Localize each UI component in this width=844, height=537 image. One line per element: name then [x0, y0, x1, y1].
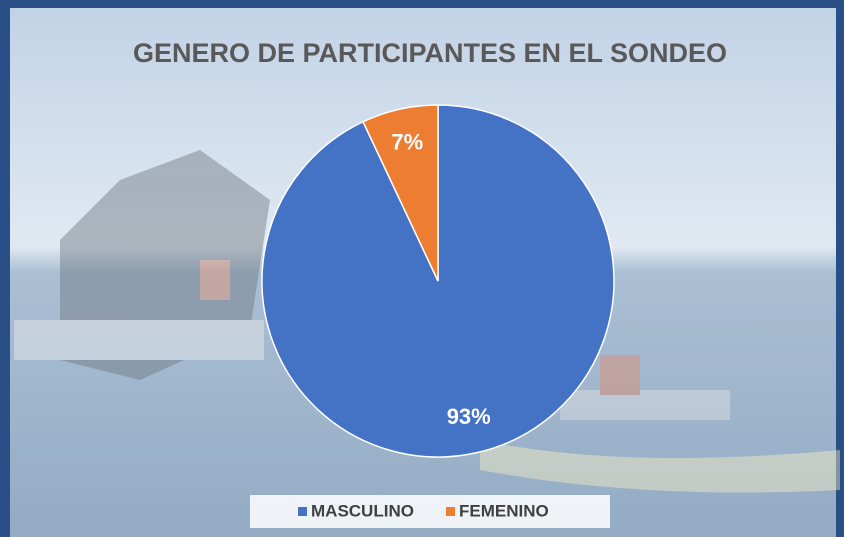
chart-title: GENERO DE PARTICIPANTES EN EL SONDEO	[133, 38, 727, 68]
pie-slice	[362, 104, 439, 282]
legend-box	[250, 495, 610, 528]
legend-label: MASCULINO	[311, 501, 414, 520]
data-label: 7%	[391, 129, 423, 154]
legend-label: FEMENINO	[459, 501, 549, 520]
legend-swatch	[446, 507, 455, 516]
data-label: 93%	[447, 404, 491, 429]
legend-swatch	[298, 507, 307, 516]
pie-slice	[261, 104, 615, 458]
boat-scene	[14, 150, 840, 493]
